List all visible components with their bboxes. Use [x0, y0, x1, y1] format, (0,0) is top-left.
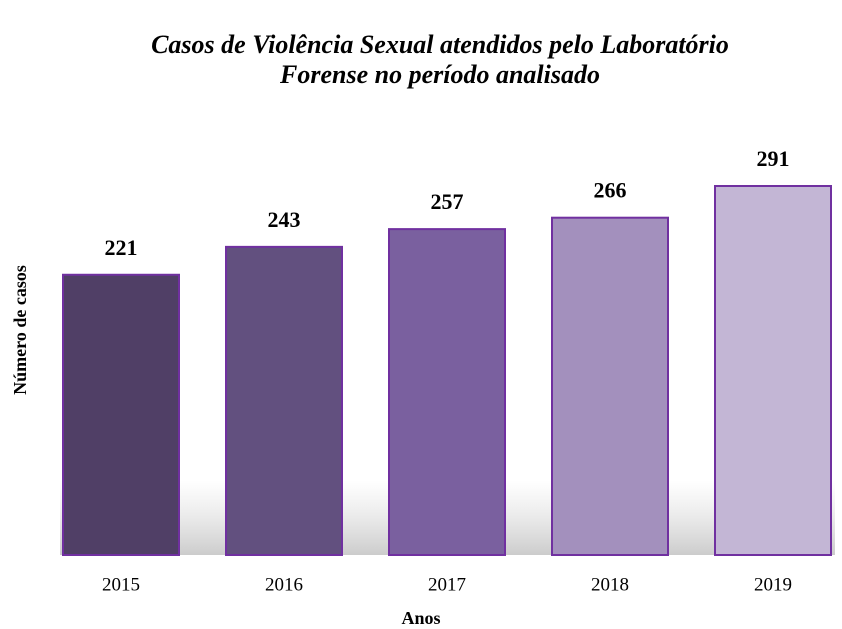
chart-title: Casos de Violência Sexual atendidos pelo…: [151, 30, 729, 89]
bar: [388, 228, 506, 556]
value-label: 291: [757, 146, 790, 171]
x-tick-label: 2018: [591, 574, 629, 595]
x-tick-label: 2015: [102, 574, 140, 595]
x-axis-label: Anos: [401, 608, 440, 628]
value-label: 266: [594, 178, 627, 203]
value-label: 243: [268, 207, 301, 232]
bar: [714, 185, 832, 556]
value-label: 221: [105, 235, 138, 260]
x-tick-label: 2019: [754, 574, 792, 595]
x-tick-label: 2016: [265, 574, 303, 595]
value-label: 257: [431, 189, 464, 214]
bar: [551, 216, 669, 557]
x-tick-label: 2017: [428, 574, 466, 595]
bar: [225, 245, 343, 557]
bar: [62, 273, 180, 556]
y-axis-label: Número de casos: [10, 265, 30, 395]
